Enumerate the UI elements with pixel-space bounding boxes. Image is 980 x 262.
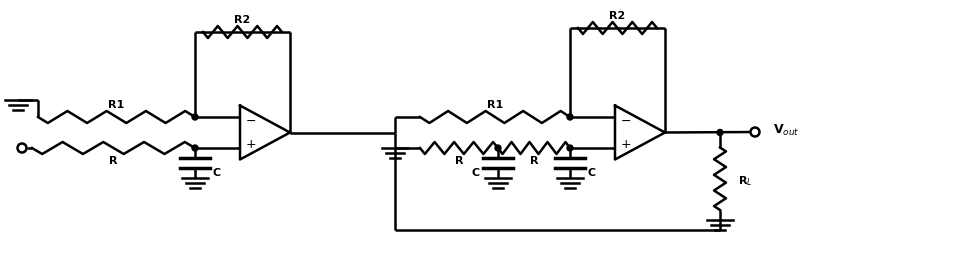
Text: C: C — [472, 168, 480, 178]
Circle shape — [717, 129, 723, 135]
Circle shape — [192, 145, 198, 151]
Text: +: + — [246, 138, 257, 151]
Text: R: R — [455, 156, 464, 166]
Circle shape — [751, 128, 760, 137]
Text: R1: R1 — [487, 100, 503, 110]
Text: R1: R1 — [109, 100, 124, 110]
Text: R2: R2 — [610, 11, 625, 21]
Text: +: + — [620, 138, 631, 151]
Text: R: R — [530, 156, 538, 166]
Text: R$_L$: R$_L$ — [738, 174, 753, 188]
Circle shape — [567, 145, 573, 151]
Text: −: − — [246, 115, 256, 128]
Text: R: R — [109, 156, 118, 166]
Circle shape — [192, 114, 198, 120]
Text: R2: R2 — [234, 15, 251, 25]
Circle shape — [18, 144, 26, 152]
Circle shape — [567, 114, 573, 120]
Circle shape — [495, 145, 501, 151]
Text: C: C — [588, 168, 596, 178]
Text: V$_{out}$: V$_{out}$ — [773, 122, 800, 138]
Text: C: C — [213, 168, 221, 178]
Text: −: − — [620, 115, 631, 128]
